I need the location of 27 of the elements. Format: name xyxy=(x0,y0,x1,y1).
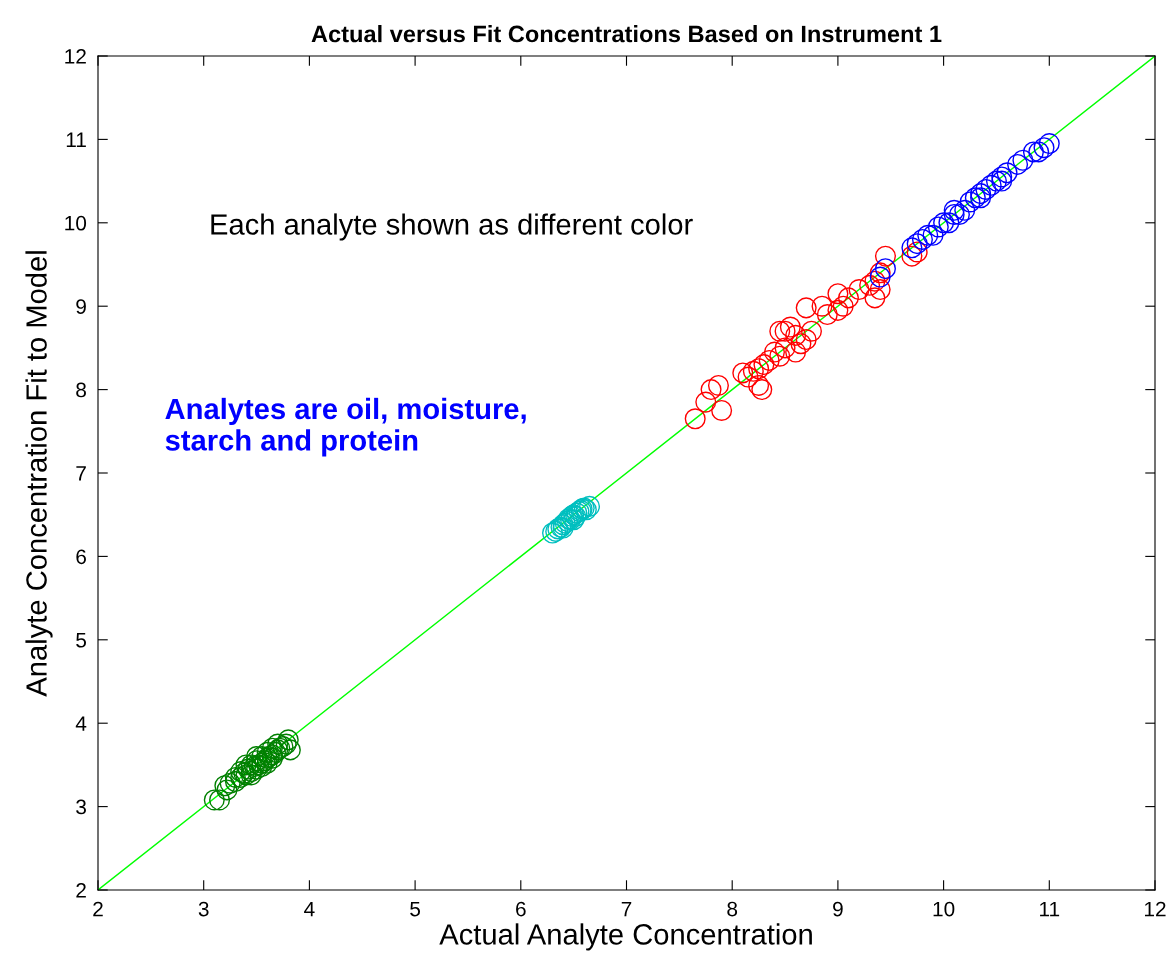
x-tick-label: 12 xyxy=(1145,901,1166,917)
y-tick-label: 3 xyxy=(76,799,86,815)
x-tick-label: 8 xyxy=(727,901,738,917)
y-tick-label: 4 xyxy=(75,716,87,731)
y-tick-label: 2 xyxy=(76,883,86,898)
x-tick-label: 3 xyxy=(198,901,209,917)
x-tick-label: 5 xyxy=(410,901,421,917)
annotation: Analytes are oil, moisture, starch and protein xyxy=(165,397,526,457)
y-tick-label: 11 xyxy=(66,132,86,147)
x-tick-label: 9 xyxy=(833,901,843,917)
x-tick-label: 4 xyxy=(304,901,315,917)
x-tick-label: 2 xyxy=(93,901,103,917)
y-axis-title: Analyte Concentration Fit to Model xyxy=(25,251,53,697)
x-tick-label: 11 xyxy=(1040,901,1060,917)
x-tick-label: 10 xyxy=(933,901,955,917)
chart-title: Actual versus Fit Concentrations Based on Instrument 1 xyxy=(311,25,942,43)
annotation: Each analyte shown as different color xyxy=(211,213,693,241)
y-tick-label: 8 xyxy=(76,382,86,398)
y-tick-label: 7 xyxy=(76,466,86,481)
y-tick-label: 5 xyxy=(76,633,87,648)
x-tick-label: 7 xyxy=(621,901,632,917)
y-tick-label: 10 xyxy=(65,215,87,231)
y-tick-label: 9 xyxy=(76,299,86,314)
y-tick-label: 6 xyxy=(76,549,86,565)
y-tick-label: 12 xyxy=(65,49,86,64)
x-axis-title: Actual Analyte Concentration xyxy=(439,923,812,951)
x-tick-label: 6 xyxy=(516,901,526,917)
